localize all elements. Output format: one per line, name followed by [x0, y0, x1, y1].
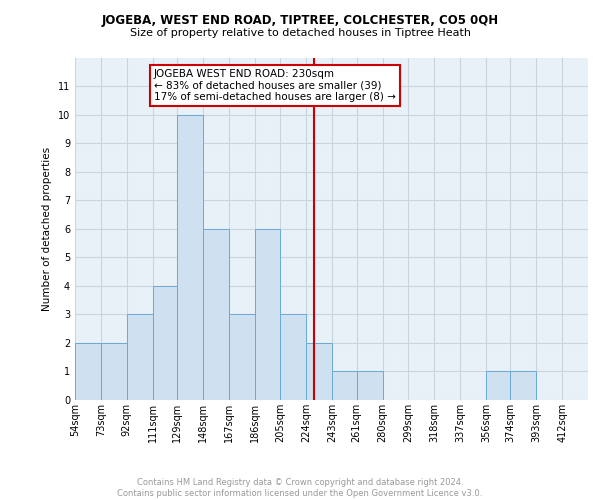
Y-axis label: Number of detached properties: Number of detached properties [43, 146, 52, 311]
Bar [356, 372, 383, 400]
Bar [332, 372, 356, 400]
Text: JOGEBA, WEST END ROAD, TIPTREE, COLCHESTER, CO5 0QH: JOGEBA, WEST END ROAD, TIPTREE, COLCHEST… [101, 14, 499, 27]
Bar [307, 343, 332, 400]
Bar [152, 286, 177, 400]
Bar [203, 229, 229, 400]
Bar [101, 343, 127, 400]
Bar [127, 314, 152, 400]
Bar [280, 314, 307, 400]
Bar [75, 343, 101, 400]
Bar [511, 372, 536, 400]
Text: Contains HM Land Registry data © Crown copyright and database right 2024.
Contai: Contains HM Land Registry data © Crown c… [118, 478, 482, 498]
Bar [177, 114, 203, 400]
Text: JOGEBA WEST END ROAD: 230sqm
← 83% of detached houses are smaller (39)
17% of se: JOGEBA WEST END ROAD: 230sqm ← 83% of de… [154, 69, 396, 102]
Bar [254, 229, 280, 400]
Bar [229, 314, 254, 400]
Text: Size of property relative to detached houses in Tiptree Heath: Size of property relative to detached ho… [130, 28, 470, 38]
Bar [486, 372, 511, 400]
